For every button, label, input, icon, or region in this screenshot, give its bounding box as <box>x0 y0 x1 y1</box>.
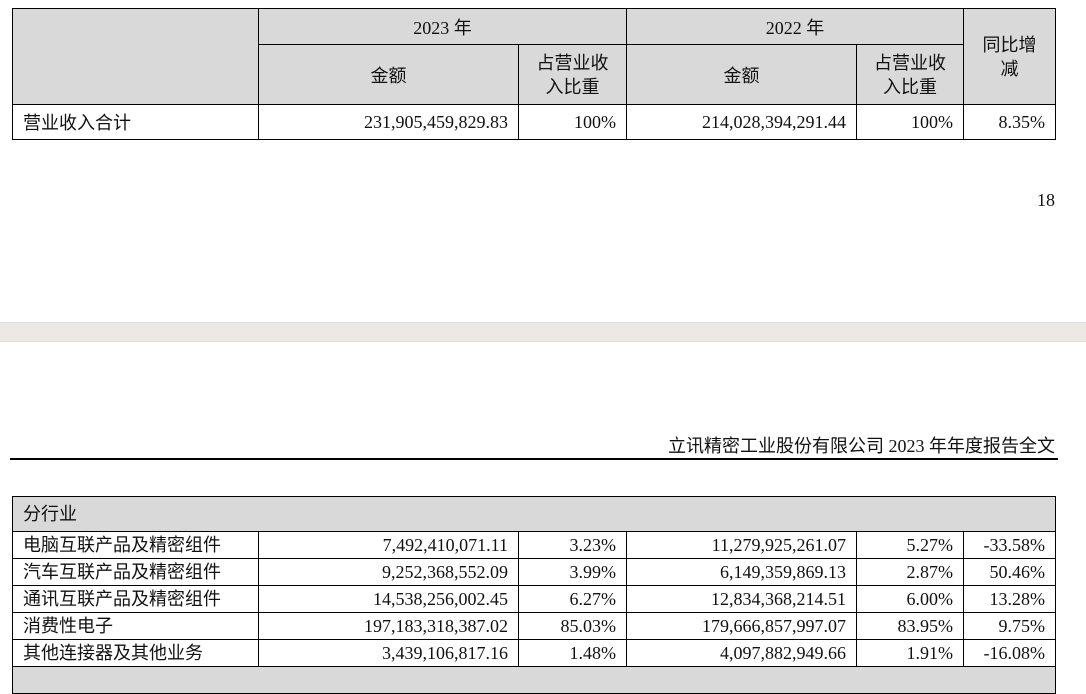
header-cell: 同比增减 <box>963 8 1056 105</box>
row-label: 其他连接器及其他业务 <box>12 639 259 667</box>
value-cell: 9,252,368,552.09 <box>258 558 519 586</box>
value-cell: 12,834,368,214.51 <box>626 585 857 613</box>
revenue-total-table: 2023 年 2022 年 同比增减 金额 占营业收入比重 金额 占营业收入比重… <box>12 8 1056 140</box>
header-cell: 2022 年 <box>626 8 964 45</box>
row-label: 电脑互联产品及精密组件 <box>12 531 259 559</box>
value-cell: 197,183,318,387.02 <box>258 612 519 640</box>
table-row: 通讯互联产品及精密组件 14,538,256,002.45 6.27% 12,834,… <box>12 585 1056 613</box>
value-cell: 8.35% <box>963 104 1056 140</box>
value-cell: 14,538,256,002.45 <box>258 585 519 613</box>
table-row: 营业收入合计 231,905,459,829.83 100% 214,028,394,… <box>12 104 1056 140</box>
header-cell: 占营业收入比重 <box>518 44 627 105</box>
value-cell: 6.00% <box>856 585 964 613</box>
value-cell: 6.27% <box>518 585 627 613</box>
value-cell: 85.03% <box>518 612 627 640</box>
value-cell: 5.27% <box>856 531 964 559</box>
header-cell: 2023 年 <box>258 8 627 45</box>
value-cell: 6,149,359,869.13 <box>626 558 857 586</box>
value-cell: 2.87% <box>856 558 964 586</box>
table-row: 汽车互联产品及精密组件 9,252,368,552.09 3.99% 6,149,35… <box>12 558 1056 586</box>
header-cell: 金额 <box>258 44 519 105</box>
value-cell: 3.23% <box>518 531 627 559</box>
value-cell: -16.08% <box>963 639 1056 667</box>
section-cell: 分行业 <box>12 496 1056 532</box>
table-row: 其他连接器及其他业务 3,439,106,817.16 1.48% 4,097,882… <box>12 639 1056 667</box>
value-cell: 11,279,925,261.07 <box>626 531 857 559</box>
value-cell: 214,028,394,291.44 <box>626 104 857 140</box>
table-row: 消费性电子 197,183,318,387.02 85.03% 179,666,857… <box>12 612 1056 640</box>
value-cell: 50.46% <box>963 558 1056 586</box>
row-label: 通讯互联产品及精密组件 <box>12 585 259 613</box>
page-separator <box>0 322 1086 342</box>
value-cell: 179,666,857,997.07 <box>626 612 857 640</box>
value-cell: 100% <box>518 104 627 140</box>
value-cell: 13.28% <box>963 585 1056 613</box>
value-cell: 231,905,459,829.83 <box>258 104 519 140</box>
value-cell: 1.48% <box>518 639 627 667</box>
value-cell: 3.99% <box>518 558 627 586</box>
value-cell: 4,097,882,949.66 <box>626 639 857 667</box>
row-label: 汽车互联产品及精密组件 <box>12 558 259 586</box>
value-cell: 9.75% <box>963 612 1056 640</box>
table-row: 电脑互联产品及精密组件 7,492,410,071.11 3.23% 11,279,9… <box>12 531 1056 559</box>
corner-cell <box>12 8 259 105</box>
header-cell: 占营业收入比重 <box>856 44 964 105</box>
row-label: 消费性电子 <box>12 612 259 640</box>
row-label: 营业收入合计 <box>12 104 259 140</box>
revenue-by-industry-table: 分行业 电脑互联产品及精密组件 7,492,410,071.11 3.23% 11,2… <box>12 496 1056 694</box>
value-cell: 1.91% <box>856 639 964 667</box>
section-cell <box>12 666 1056 694</box>
header-cell: 金额 <box>626 44 857 105</box>
running-header: 立讯精密工业股份有限公司 2023 年年度报告全文 <box>668 436 1055 456</box>
value-cell: 100% <box>856 104 964 140</box>
value-cell: 3,439,106,817.16 <box>258 639 519 667</box>
page: 2023 年 2022 年 同比增减 金额 占营业收入比重 金额 占营业收入比重… <box>0 8 1086 694</box>
value-cell: 83.95% <box>856 612 964 640</box>
page-number: 18 <box>1037 190 1055 210</box>
value-cell: -33.58% <box>963 531 1056 559</box>
value-cell: 7,492,410,071.11 <box>258 531 519 559</box>
header-rule <box>10 458 1058 460</box>
